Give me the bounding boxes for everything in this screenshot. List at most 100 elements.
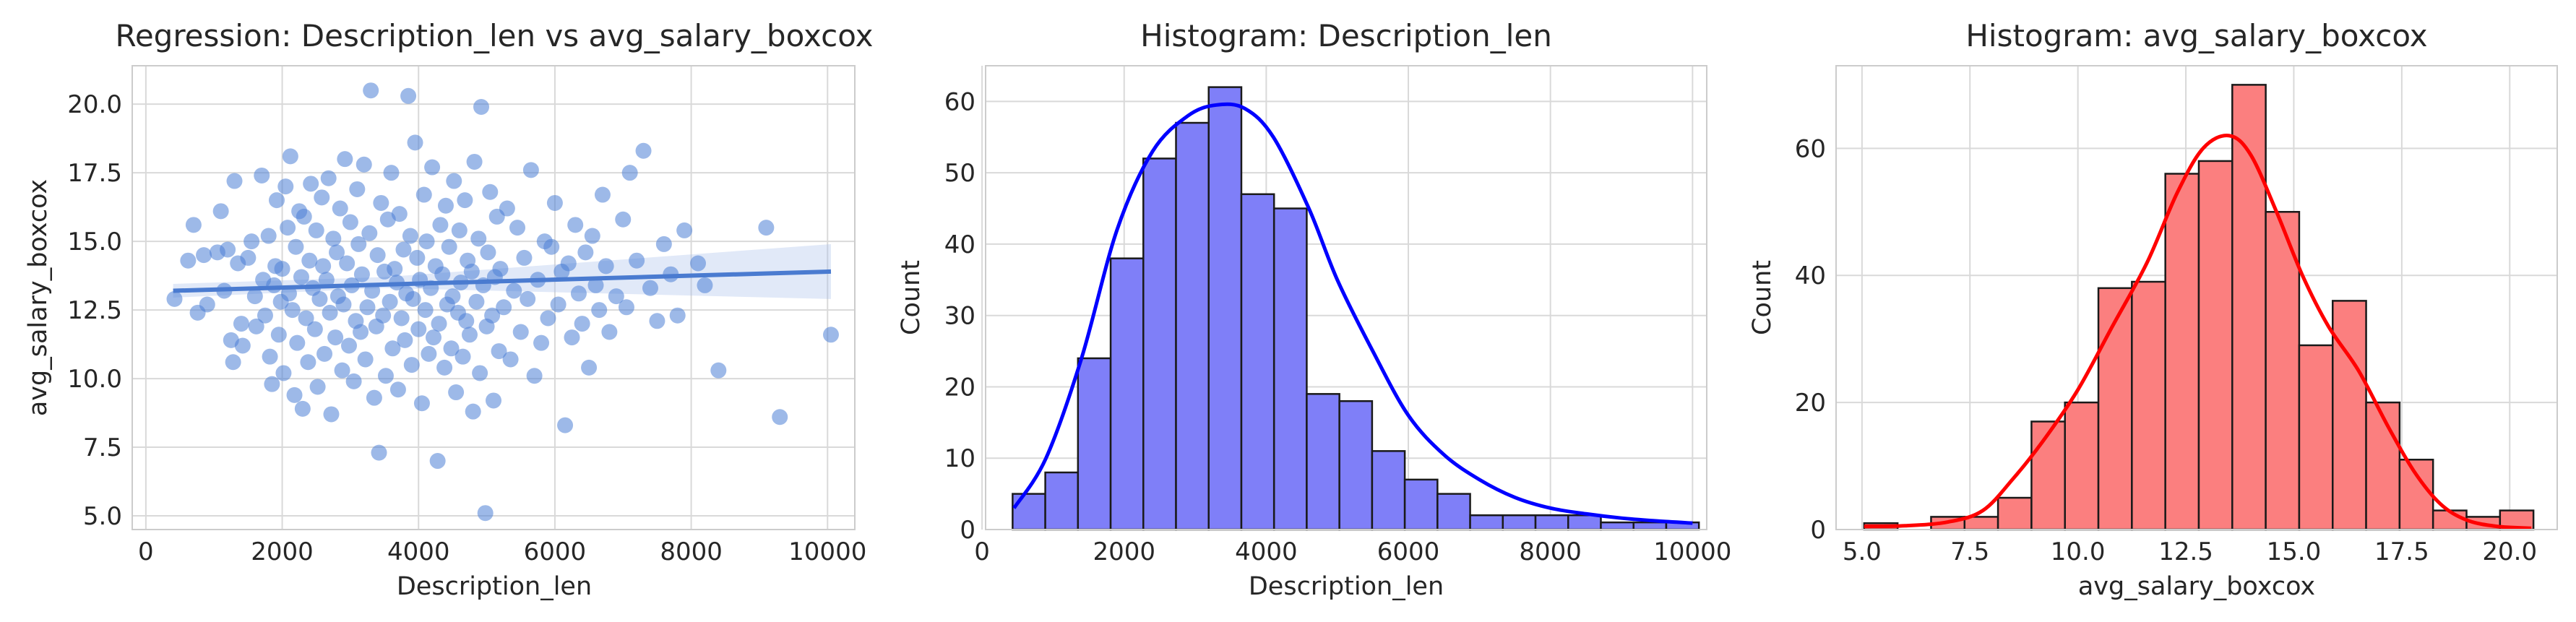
x-tick-label: 5.0 xyxy=(1843,537,1882,566)
histogram-bar xyxy=(1012,493,1046,531)
data-point xyxy=(451,222,468,238)
y-tick-label: 30 xyxy=(944,302,975,331)
y-tick-label: 20 xyxy=(1795,389,1826,418)
data-point xyxy=(425,329,441,346)
data-point xyxy=(345,373,362,389)
data-point xyxy=(395,241,412,258)
data-point xyxy=(375,307,392,324)
data-point xyxy=(480,244,496,261)
data-point xyxy=(309,379,326,395)
data-point xyxy=(443,340,460,357)
data-point xyxy=(294,400,311,417)
data-point xyxy=(387,261,403,277)
data-point xyxy=(220,241,236,258)
data-point xyxy=(772,409,788,426)
x-tick-label: 6000 xyxy=(1377,537,1440,566)
y-tick-label: 10.0 xyxy=(67,365,122,394)
y-tick-label: 10 xyxy=(944,444,975,473)
data-point xyxy=(429,453,446,470)
data-point xyxy=(570,285,587,302)
data-point xyxy=(389,381,406,398)
histogram-bar xyxy=(2064,401,2100,531)
histogram-bar xyxy=(1044,471,1080,531)
regression-line-path xyxy=(173,269,832,293)
y-tick-labels: 0 10 20 30 40 50 60 xyxy=(944,87,975,545)
data-point xyxy=(564,329,580,346)
x-tick-label: 6000 xyxy=(524,537,587,566)
data-point xyxy=(482,183,499,200)
y-tick-label: 60 xyxy=(944,87,975,116)
x-tick-label: 12.5 xyxy=(2158,537,2213,566)
data-point xyxy=(185,217,202,233)
x-tick-label: 0 xyxy=(138,537,154,566)
data-point xyxy=(598,258,614,275)
data-point xyxy=(296,208,312,225)
data-point xyxy=(377,368,394,384)
data-point xyxy=(649,313,665,329)
data-point xyxy=(361,225,378,241)
data-point xyxy=(289,334,306,351)
histogram-bar xyxy=(2097,287,2133,531)
data-point xyxy=(353,266,370,282)
x-tick-label: 15.0 xyxy=(2267,537,2322,566)
data-point xyxy=(415,186,432,203)
data-point xyxy=(300,354,316,371)
data-point xyxy=(437,197,454,214)
histogram-bar xyxy=(2131,280,2166,531)
data-point xyxy=(615,211,632,228)
data-point xyxy=(357,351,374,368)
x-axis-label: Description_len xyxy=(397,572,592,601)
y-tick-label: 15.0 xyxy=(67,228,122,256)
data-point xyxy=(325,230,342,247)
data-point xyxy=(234,337,251,354)
data-point xyxy=(407,134,423,151)
histogram-bar xyxy=(1403,478,1439,531)
histogram-bar xyxy=(1371,450,1406,531)
data-point xyxy=(758,220,775,236)
y-tick-label: 40 xyxy=(1795,262,1826,290)
data-point xyxy=(282,148,298,165)
data-point xyxy=(601,324,618,340)
data-point xyxy=(275,365,292,381)
histogram-bar xyxy=(1436,493,1471,531)
data-point xyxy=(520,290,536,307)
y-axis-label: Count xyxy=(1748,260,1777,335)
y-tick-label: 0 xyxy=(960,516,975,545)
x-tick-label: 2000 xyxy=(1093,537,1155,566)
plot-frame xyxy=(1835,65,2558,530)
data-point xyxy=(226,173,243,189)
data-point xyxy=(567,217,584,233)
data-point xyxy=(473,98,490,115)
data-point xyxy=(335,296,352,313)
y-tick-label: 50 xyxy=(944,159,975,188)
data-point xyxy=(260,228,277,244)
data-point xyxy=(455,348,471,365)
data-point xyxy=(353,324,369,340)
x-tick-label: 10000 xyxy=(1653,537,1731,566)
histogram-bar xyxy=(1502,514,1537,531)
data-point xyxy=(266,277,283,293)
data-point xyxy=(441,238,457,255)
data-point xyxy=(533,334,550,351)
x-tick-label: 17.5 xyxy=(2374,537,2429,566)
data-point xyxy=(322,304,338,321)
data-point xyxy=(418,233,435,250)
data-point xyxy=(608,288,624,305)
grid xyxy=(132,66,855,530)
data-point xyxy=(436,359,453,376)
y-axis-label: avg_salary_boxcox xyxy=(24,179,53,416)
data-point xyxy=(581,359,598,376)
data-point xyxy=(383,165,400,181)
data-point xyxy=(417,302,434,319)
histogram-bar xyxy=(1109,257,1145,531)
data-point xyxy=(284,302,301,319)
y-tick-label: 40 xyxy=(944,230,975,259)
data-point xyxy=(822,327,839,343)
data-point xyxy=(264,376,280,392)
data-point xyxy=(306,321,323,337)
y-tick-labels: 0 20 40 60 xyxy=(1795,134,1826,545)
x-tick-labels: 5.0 7.5 10.0 12.5 15.0 17.5 20.0 xyxy=(1843,537,2537,566)
data-point xyxy=(303,176,319,192)
kde-curve xyxy=(1012,102,1693,525)
data-point xyxy=(557,417,574,433)
